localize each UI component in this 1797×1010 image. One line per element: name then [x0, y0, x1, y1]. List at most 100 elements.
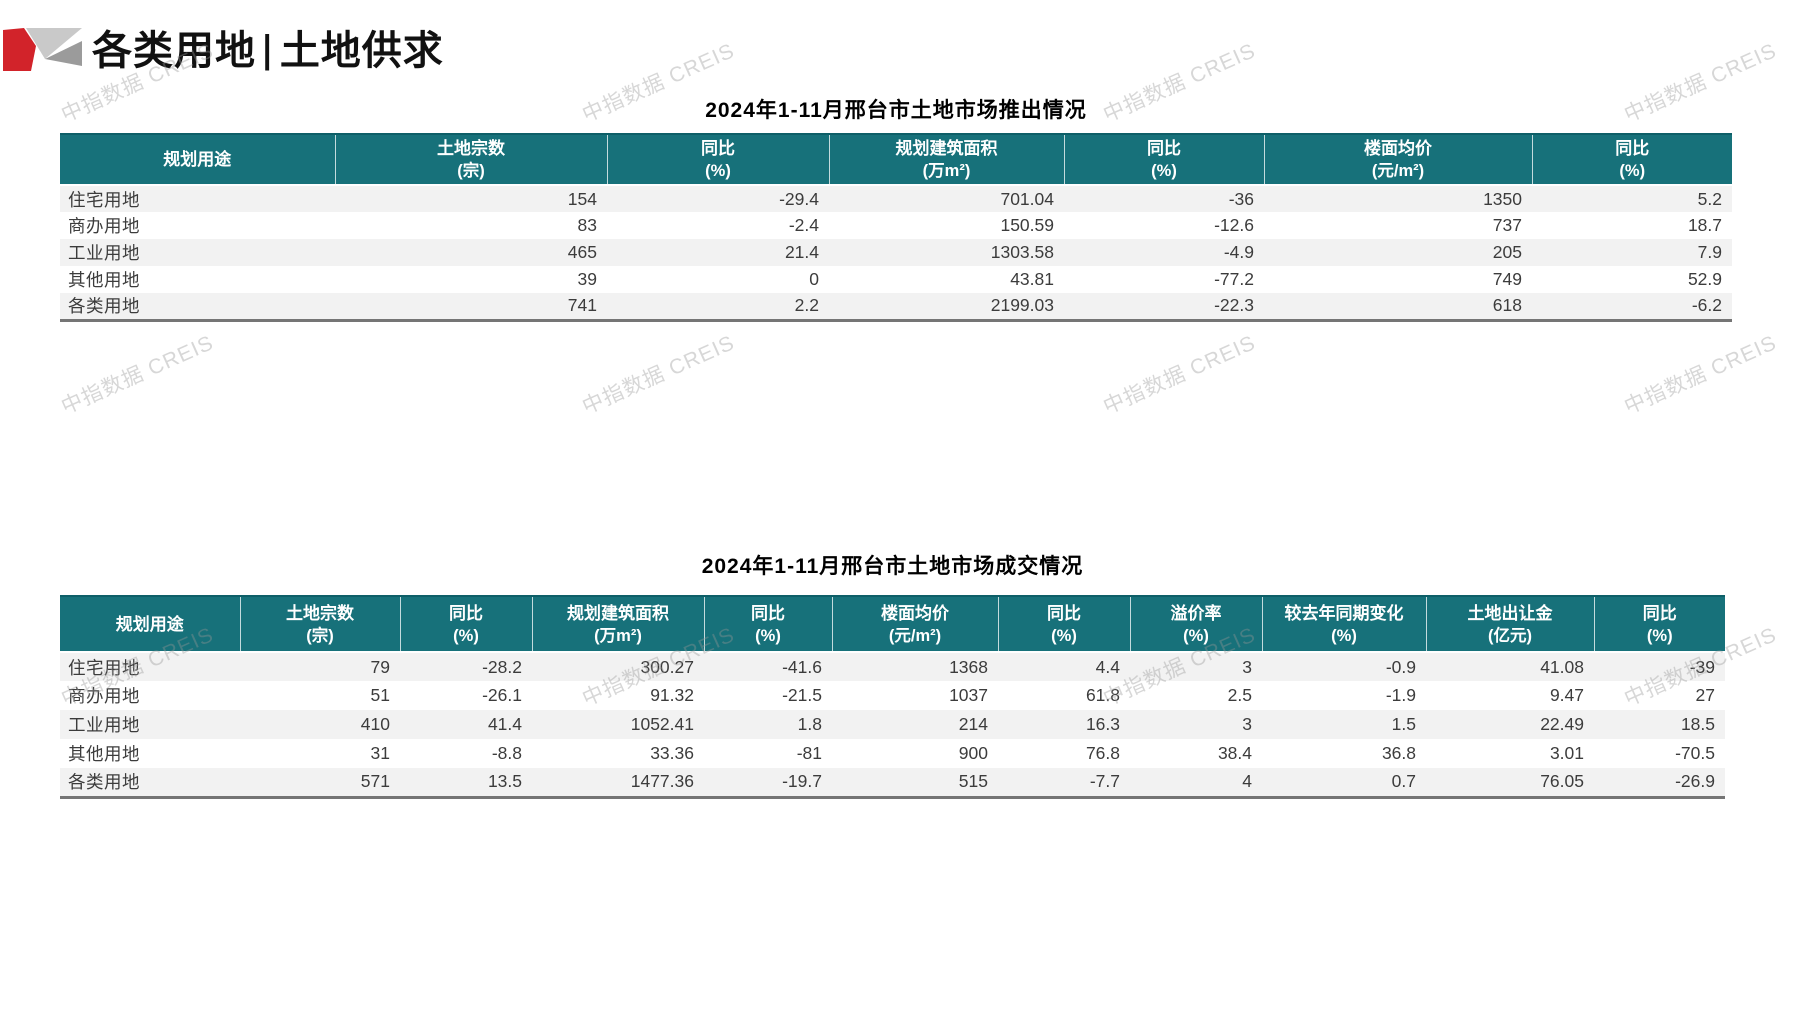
column-name: 同比: [1047, 603, 1081, 623]
column-header: 同比 (%): [1064, 133, 1265, 186]
cell-value: 2199.03: [990, 295, 1054, 316]
column-unit: (%): [453, 626, 479, 645]
cell-value: 5.2: [1697, 188, 1722, 209]
cell-value: -6.2: [1691, 295, 1722, 316]
column-name: 同比: [449, 603, 483, 623]
column-unit: (万m²): [594, 626, 642, 645]
supply-table-section: 2024年1-11月邢台市土地市场推出情况 规划用途 土地宗数 (宗) 同比 (%) 规划…: [60, 98, 1732, 322]
row-label: 各类用地: [68, 296, 140, 317]
column-unit: (%): [1051, 626, 1077, 645]
cell-value: 3.01: [1549, 743, 1584, 763]
column-header: 土地宗数 (宗): [335, 133, 608, 186]
column-unit: (亿元): [1488, 626, 1532, 645]
cell-value: 701.04: [1000, 188, 1054, 209]
cell-value: 16.3: [1085, 714, 1120, 734]
header-row: 规划用途 土地宗数 (宗) 同比 (%) 规划建筑面积 (万m²) 同比 (%) 楼面均价 (元/m…: [60, 133, 1732, 186]
cell-value: -28.2: [482, 656, 522, 677]
cell-value: 18.5: [1680, 714, 1715, 734]
column-name: 同比: [751, 603, 785, 623]
cell-value: 41.08: [1540, 656, 1584, 677]
column-header: 同比 (%): [1532, 133, 1732, 186]
cell-value: 737: [1492, 215, 1522, 235]
column-header: 同比 (%): [704, 595, 833, 653]
cell-value: -36: [1228, 188, 1254, 209]
cell-value: -77.2: [1214, 269, 1254, 289]
column-unit: (%): [1646, 626, 1673, 645]
row-label: 住宅用地: [68, 189, 140, 210]
cell-value: 21.4: [784, 242, 819, 262]
transaction-table-section: 2024年1-11月邢台市土地市场成交情况 规划用途 土地宗数 (宗) 同比 (%) 规划…: [60, 554, 1725, 799]
table-row: 各类用地 741 2.2 2199.03 -22.3 618 -6.2: [60, 293, 1732, 320]
watermark: 中指数据 CREIS: [57, 331, 218, 419]
cell-value: 76.05: [1540, 771, 1584, 792]
cell-value: 1477.36: [630, 771, 694, 792]
cell-value: 61.8: [1085, 685, 1120, 705]
cell-value: -4.9: [1223, 242, 1254, 262]
cell-value: 13.5: [487, 771, 522, 792]
cell-value: 1.8: [797, 714, 822, 734]
transaction-table: 规划用途 土地宗数 (宗) 同比 (%) 规划建筑面积 (万m²) 同比 (%) 楼面均价 (元/m…: [60, 595, 1725, 799]
column-name: 楼面均价: [881, 603, 949, 623]
cell-value: 2.2: [794, 295, 819, 316]
column-name: 规划建筑面积: [567, 603, 669, 623]
table-row: 各类用地 571 13.5 1477.36 -19.7 515 -7.7 4 0.7 76.05 -…: [60, 768, 1725, 797]
column-header: 土地宗数 (宗): [240, 595, 401, 653]
table-row: 商办用地 51 -26.1 91.32 -21.5 1037 61.8 2.5 -1.9 9.47…: [60, 681, 1725, 710]
cell-value: 3: [1242, 714, 1252, 734]
cell-value: 410: [360, 714, 390, 734]
cell-value: -39: [1689, 656, 1715, 677]
column-header: 规划用途: [60, 133, 336, 186]
page-title-left: 各类用地: [92, 28, 256, 73]
column-header: 规划用途: [60, 595, 241, 653]
cell-value: 618: [1492, 295, 1522, 316]
cell-value: 18.7: [1687, 215, 1722, 235]
cell-value: 7.9: [1697, 242, 1722, 262]
cell-value: 571: [360, 771, 390, 792]
cell-value: 749: [1492, 269, 1522, 289]
column-unit: (元/m²): [1371, 162, 1425, 180]
brand-logo-icon: [3, 28, 82, 71]
cell-value: 4: [1242, 771, 1252, 792]
column-header: 溢价率 (%): [1130, 595, 1263, 653]
column-name: 同比: [1147, 139, 1181, 158]
transaction-table-title: 2024年1-11月邢台市土地市场成交情况: [701, 555, 1084, 578]
page-title-right: 土地供求: [279, 28, 444, 73]
supply-table-title: 2024年1-11月邢台市土地市场推出情况: [705, 99, 1087, 122]
column-name: 溢价率: [1170, 603, 1222, 623]
column-name: 土地宗数: [286, 603, 354, 623]
column-header: 同比 (%): [607, 133, 830, 186]
row-label: 商办用地: [68, 216, 140, 236]
table-row: 商办用地 83 -2.4 150.59 -12.6 737 18.7: [60, 212, 1732, 239]
cell-value: -2.4: [788, 215, 819, 235]
cell-value: -29.4: [779, 188, 819, 209]
table-row: 其他用地 31 -8.8 33.36 -81 900 76.8 38.4 36.8 3.01 -70…: [60, 739, 1725, 768]
table-row: 住宅用地 79 -28.2 300.27 -41.6 1368 4.4 3 -0.9 41.08 -…: [60, 652, 1725, 681]
column-unit: (%): [1619, 162, 1646, 180]
row-label: 工业用地: [68, 715, 140, 735]
page-title: 各类用地 | 土地供求: [92, 26, 444, 76]
cell-value: 300.27: [640, 656, 694, 677]
cell-value: 1.5: [1391, 714, 1416, 734]
page-title-separator: |: [261, 26, 275, 71]
cell-value: 52.9: [1687, 269, 1722, 289]
cell-value: 1303.58: [990, 242, 1054, 262]
cell-value: -0.9: [1385, 656, 1416, 677]
column-header: 同比 (%): [400, 595, 533, 653]
column-unit: (%): [755, 626, 781, 645]
cell-value: 43.81: [1010, 269, 1054, 289]
cell-value: -41.6: [782, 656, 822, 677]
watermark: 中指数据 CREIS: [578, 331, 739, 419]
cell-value: 22.49: [1540, 714, 1584, 734]
supply-table: 规划用途 土地宗数 (宗) 同比 (%) 规划建筑面积 (万m²) 同比 (%) 楼面均价 (元/m…: [60, 133, 1732, 322]
table-row: 其他用地 39 0 43.81 -77.2 749 52.9: [60, 266, 1732, 293]
cell-value: 1350: [1483, 188, 1522, 209]
cell-value: -22.3: [1214, 295, 1254, 316]
cell-value: 76.8: [1085, 743, 1120, 763]
brand-logo: [0, 26, 84, 76]
cell-value: 31: [370, 743, 390, 763]
column-name: 同比: [1615, 139, 1650, 158]
cell-value: -70.5: [1675, 743, 1715, 763]
column-header: 土地出让金 (亿元): [1426, 595, 1595, 653]
cell-value: -21.5: [782, 685, 822, 705]
cell-value: -12.6: [1214, 215, 1254, 235]
